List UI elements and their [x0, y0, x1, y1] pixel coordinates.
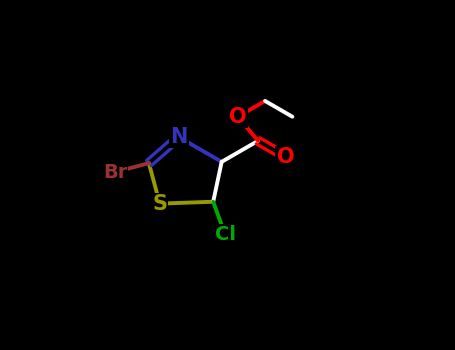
Text: Cl: Cl — [215, 225, 236, 244]
Text: O: O — [229, 107, 247, 127]
Text: O: O — [277, 147, 294, 167]
Text: N: N — [170, 127, 187, 147]
Text: S: S — [152, 194, 167, 214]
Text: Br: Br — [103, 163, 127, 182]
